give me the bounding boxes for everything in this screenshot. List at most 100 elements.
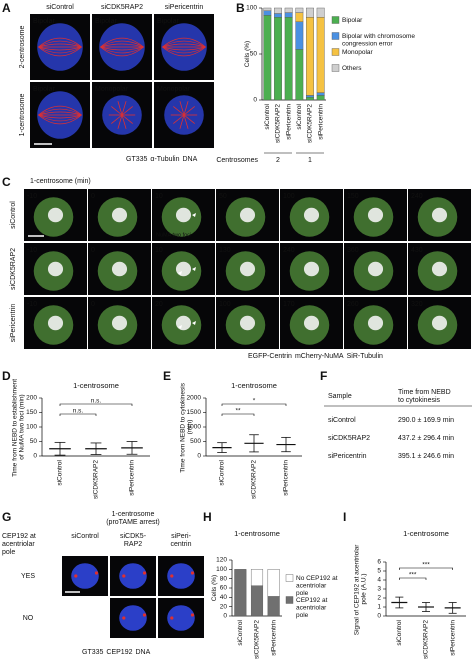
panel-title: 1-centrosome (min) [30,178,91,185]
spindle [38,46,82,54]
bar-segment [267,596,280,617]
table-cell: siPericentrin [328,453,367,460]
arrowhead [178,325,182,329]
legend-label: CEP192 [106,649,132,656]
y-axis-label: Time from NEBD to establishment of NuMA … [11,377,25,477]
y-tick-label: 0 [377,613,381,620]
spindle [38,40,82,48]
y-tick-label: 1000 [187,424,202,431]
time-label: 430 [411,247,423,254]
x-tick-label: siCDK5RAP2 [423,620,430,659]
y-tick-label: 1 [377,604,381,611]
text-line: No CEP192 at [296,575,339,582]
spindle [100,46,144,51]
panel-letter: D [2,369,11,383]
y-axis-label: Time from NEBD to cytokinesis (min) [179,381,193,473]
spindle [162,43,206,48]
legend-swatch [331,32,340,40]
text-line: pole [2,549,15,556]
bar-segment [316,7,325,18]
pole [190,613,195,617]
x-tick-label: siCDK5RAP2 [275,104,282,143]
time-label: 100 [219,301,231,308]
bar-segment [316,92,325,96]
bar-segment [306,95,314,98]
time-label: 170 [283,301,295,308]
column-label: siPeri- [171,533,192,540]
spindle [175,315,192,331]
spindle [162,46,206,54]
table-cell: 395.1 ± 246.6 min [398,453,454,460]
x-tick-label: siControl [57,459,64,485]
significance-bracket [399,567,453,570]
x-tick-label: siCDK5RAP2 [93,460,100,499]
legend-label: GT335 [126,156,148,163]
x-tick-label: siPericentrin [129,460,136,496]
x-tick-label: siControl [396,619,403,645]
aster [179,114,185,129]
bar-segment [250,585,264,617]
legend-swatch [285,596,294,604]
text-line: Bipolar with chromosome [342,33,417,40]
table-cell: 290.0 ± 169.9 min [398,417,454,424]
significance-label: n.s. [73,408,84,415]
spindle [38,46,82,51]
legend-label: mCherry-NuMA [295,353,344,360]
row-label: YES [21,573,35,580]
aster [111,106,123,116]
spindle [47,207,64,223]
bar-segment [274,17,282,101]
time-label: 320 [411,301,423,308]
legend-label: No CEP192 at acentriolar pole [296,575,339,597]
column-label: siCDK5RAP2 [101,4,143,11]
column-label: siPericentrin [165,4,204,11]
legend-label: CEP192 at acentriolar pole [296,597,329,619]
time-label: 10 [155,247,163,254]
significance-label: n.s. [91,398,102,405]
spindle [100,43,144,48]
pole [170,574,174,578]
time-label: -10 [27,193,37,200]
text-line: CEP192 at [2,533,38,540]
text-line: to cytokinesis [398,397,441,404]
panel-title: 1-centrosome [112,511,155,518]
pole [190,571,195,575]
spindle [431,315,448,331]
column-label: siControl [71,533,99,540]
y-tick-label: 0 [33,453,37,460]
arrowhead [192,321,196,325]
y-tick-label: 0 [223,613,227,620]
y-tick-label: 500 [190,438,201,445]
bar-segment [284,7,293,13]
x-tick-label: siControl [219,459,226,485]
aster [121,114,133,124]
aster [173,114,185,124]
aster [111,114,123,124]
y-axis-label: Signal of CEP192 at acentriolar pole (A.… [353,543,367,636]
legend-label: SiR-Tubulin [347,353,383,360]
bar-segment [234,569,247,617]
y-tick-label: 60 [220,585,228,592]
time-label: 360 [347,247,359,254]
panel-letter: I [343,510,346,524]
legend-swatch [331,64,340,72]
time-label: 100 [283,193,295,200]
panel-letter: E [163,369,171,383]
aster [183,101,189,116]
cell-label: Bipolar [33,86,55,93]
time-label: 150 [347,193,359,200]
text-line: acentriolar [296,582,328,589]
legend-label: Bipolar [342,17,363,24]
arrowhead [192,213,196,217]
spindle [100,37,144,48]
legend-label: DNA [135,649,150,656]
row-label: 2-centrosome [19,25,26,68]
aster [117,101,123,116]
cell-label: Bipolar [157,18,179,25]
time-label: 0 [91,247,95,254]
chart-title: 1-centrosome [73,381,119,390]
x-tick-label: siPericentrin [317,104,324,140]
spindle [111,207,128,223]
spindle [175,261,192,277]
dna [119,563,147,589]
